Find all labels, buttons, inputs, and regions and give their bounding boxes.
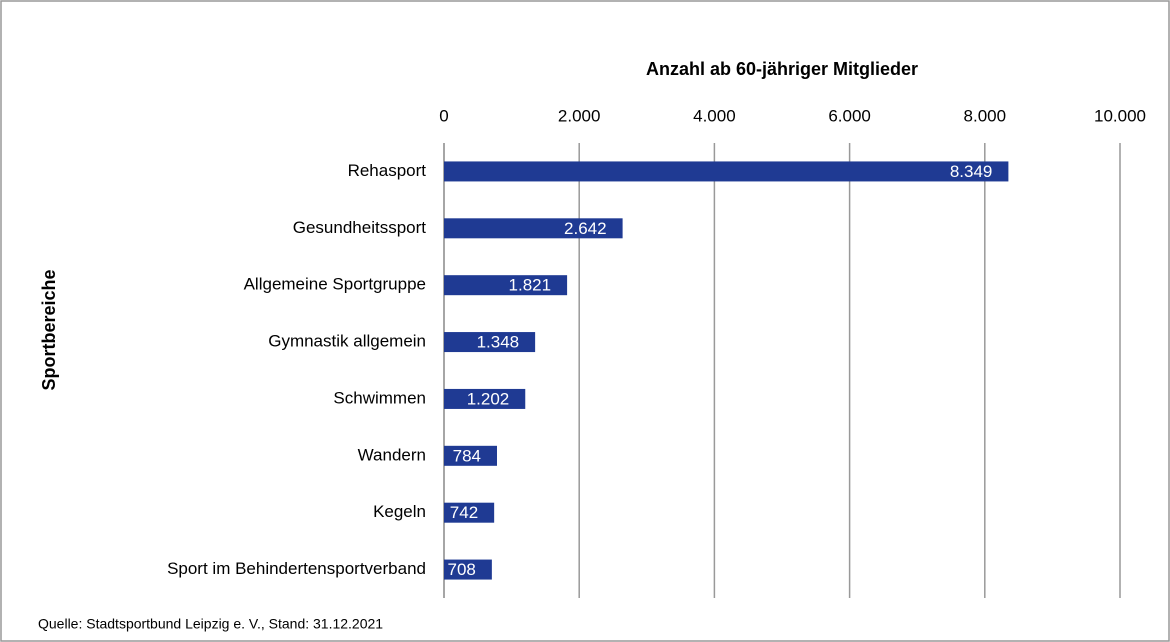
y-tick-label: Gymnastik allgemein xyxy=(268,332,426,351)
bar xyxy=(444,559,492,580)
value-label: 1.202 xyxy=(467,389,510,408)
source-note: Quelle: Stadtsportbund Leipzig e. V., St… xyxy=(38,616,383,632)
y-tick-label: Rehasport xyxy=(348,161,427,180)
x-tick-label: 10.000 xyxy=(1094,106,1146,125)
x-tick-label: 6.000 xyxy=(828,106,871,125)
x-tick-label: 8.000 xyxy=(964,106,1007,125)
x-tick-label: 2.000 xyxy=(558,106,601,125)
y-axis-title: Sportbereiche xyxy=(39,269,59,390)
y-tick-label: Allgemeine Sportgruppe xyxy=(244,275,426,294)
x-tick-label: 0 xyxy=(439,106,448,125)
chart-title: Anzahl ab 60-jähriger Mitglieder xyxy=(646,59,918,79)
value-label: 2.642 xyxy=(564,219,607,238)
value-label: 1.348 xyxy=(477,333,520,352)
y-tick-label: Sport im Behindertensportverband xyxy=(167,559,426,578)
y-tick-label: Wandern xyxy=(358,445,426,464)
bar xyxy=(444,445,497,466)
value-label: 784 xyxy=(453,446,481,465)
value-label: 8.349 xyxy=(950,162,993,181)
value-label: 742 xyxy=(450,503,478,522)
value-label: 708 xyxy=(447,560,475,579)
x-tick-label: 4.000 xyxy=(693,106,736,125)
y-tick-label: Schwimmen xyxy=(333,388,426,407)
bar xyxy=(444,332,536,353)
bar xyxy=(444,218,623,239)
bar xyxy=(444,161,1009,182)
y-tick-label: Gesundheitssport xyxy=(293,218,427,237)
bar xyxy=(444,388,526,409)
bar xyxy=(444,502,495,523)
y-tick-label: Kegeln xyxy=(373,502,426,521)
value-label: 1.821 xyxy=(509,276,552,295)
bar xyxy=(444,275,568,296)
